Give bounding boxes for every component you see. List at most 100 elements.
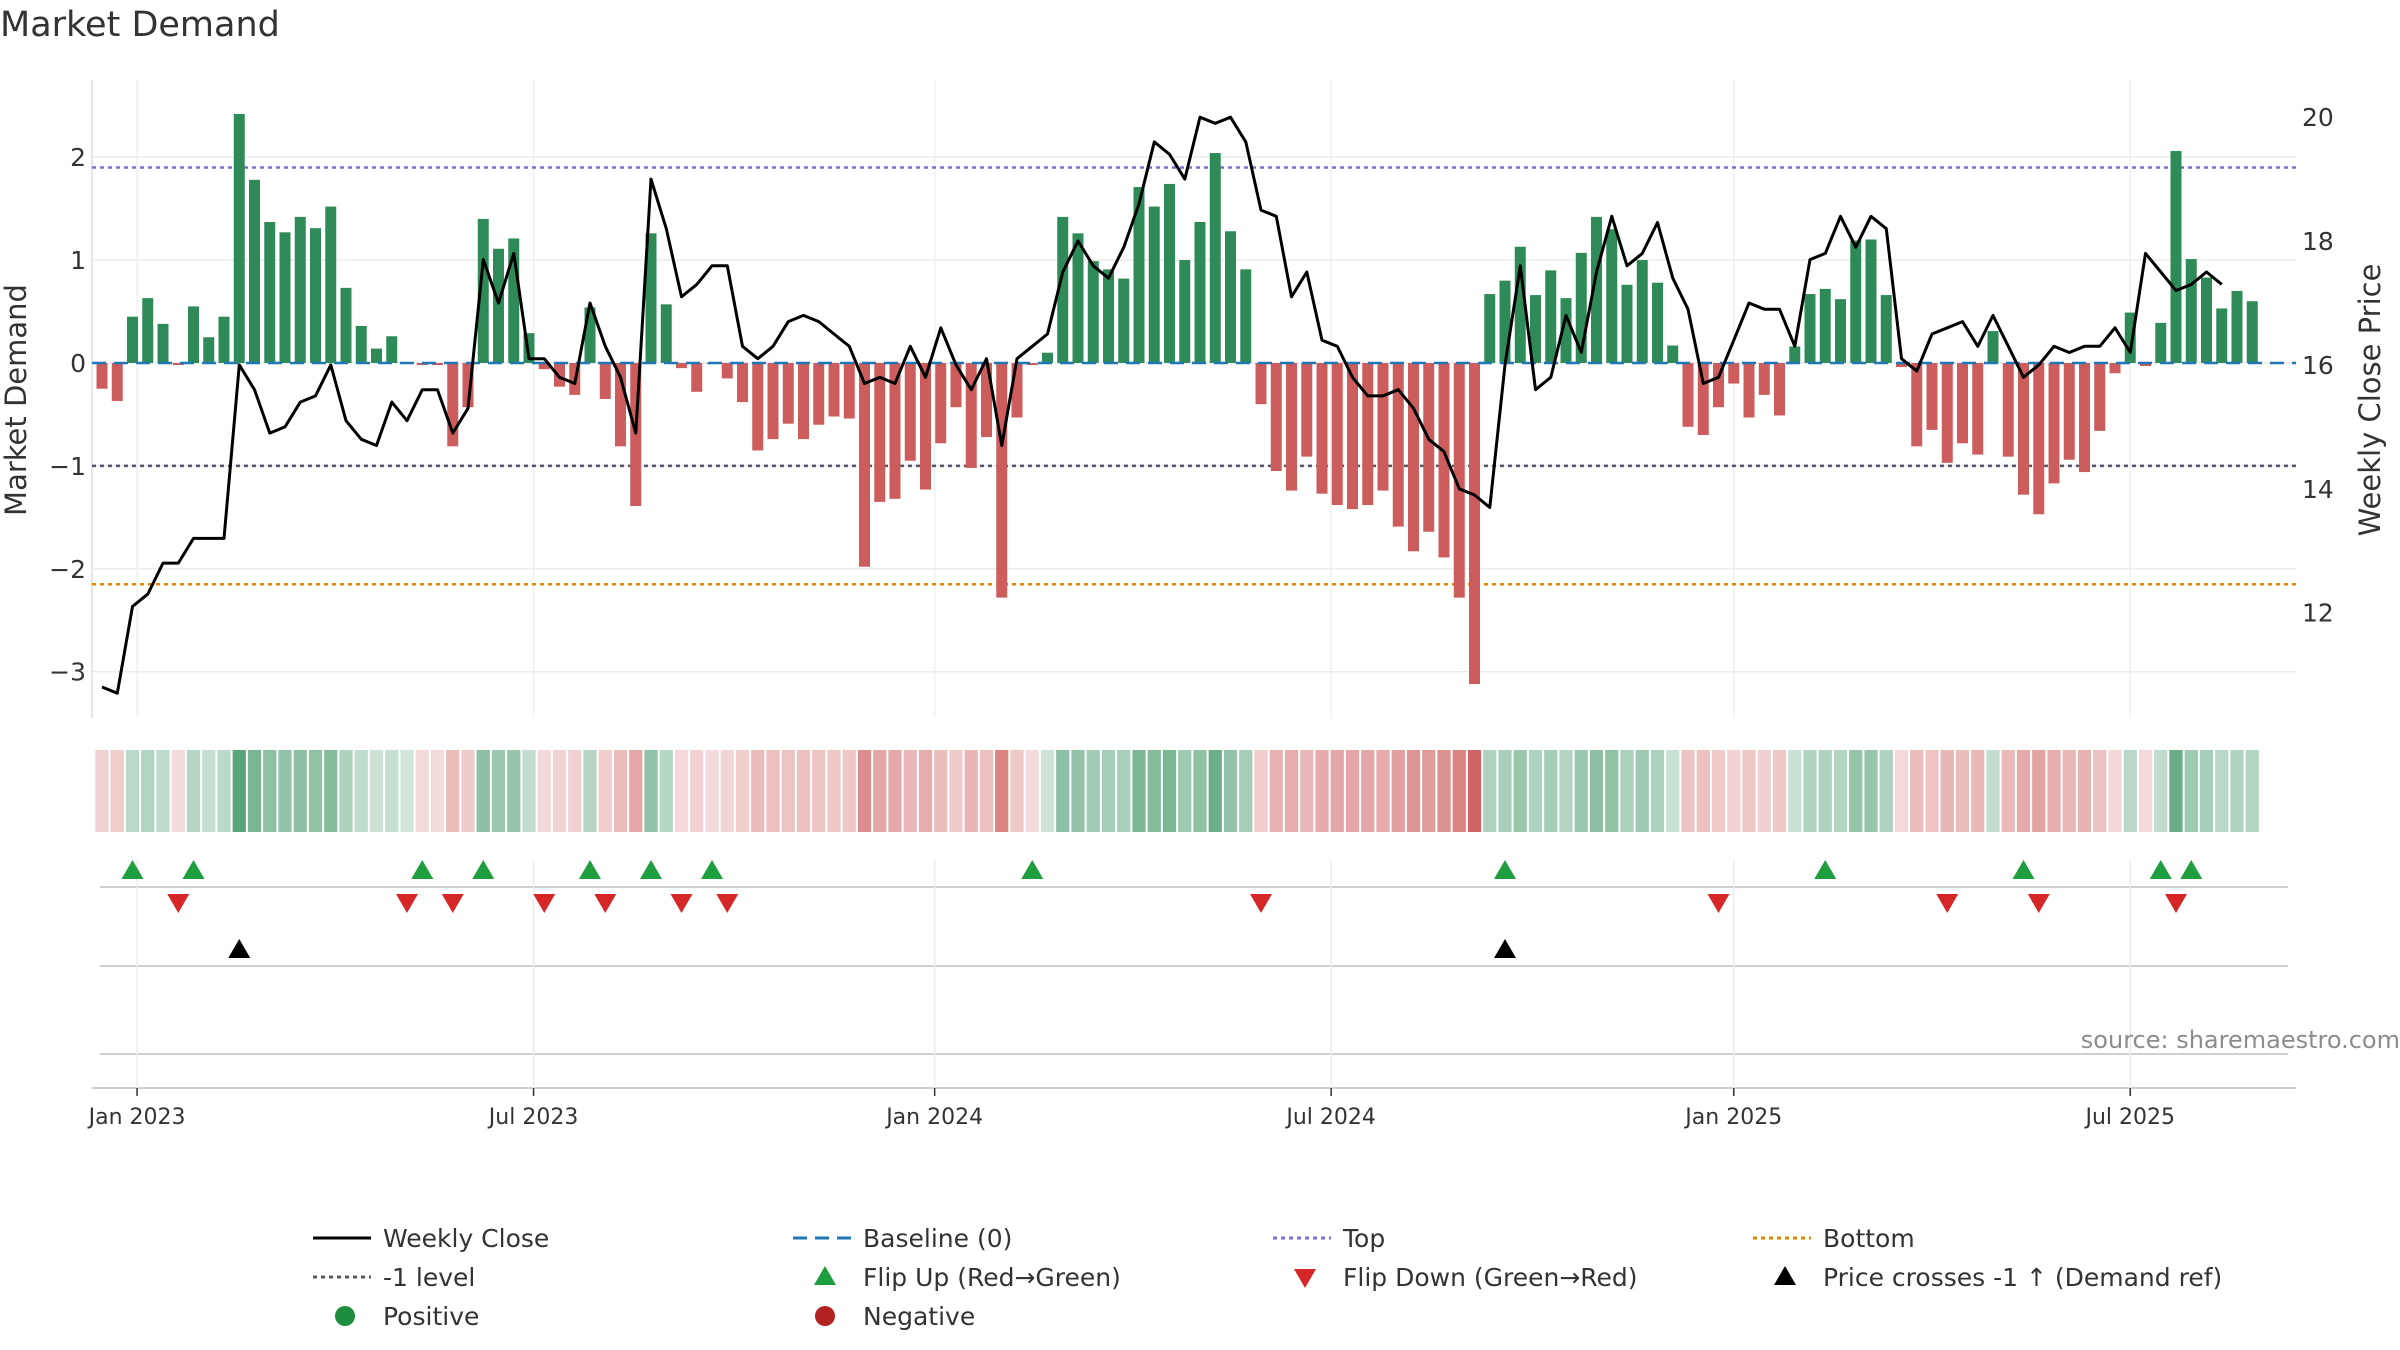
legend-label: Negative — [863, 1302, 975, 1331]
demand-bars — [92, 113, 2296, 685]
demand-bar — [1377, 362, 1389, 491]
heat-cell — [949, 750, 963, 832]
heat-cell — [1635, 750, 1649, 832]
heat-cell — [1101, 750, 1116, 832]
demand-bar — [1636, 260, 1648, 363]
flip-down-marker — [594, 894, 617, 913]
heat-cell — [1284, 750, 1299, 832]
heat-cell — [1361, 750, 1375, 832]
demand-bar — [477, 218, 489, 363]
heat-cell — [1650, 750, 1665, 832]
heat-cell — [1803, 750, 1817, 832]
legend-label: Price crosses -1 ↑ (Demand ref) — [1823, 1263, 2222, 1292]
demand-bar — [1728, 362, 1740, 384]
demand-bar — [538, 362, 550, 370]
legend-triangle-down-icon — [1294, 1269, 1316, 1288]
heat-cell — [674, 750, 689, 832]
legend-item: Top — [1273, 1224, 1385, 1253]
demand-bar — [1774, 362, 1785, 416]
heat-cell — [1071, 750, 1085, 832]
x-axis: Jan 2023 Jul 2023 Jan 2024 Jul 2024 Jan 2025… — [87, 1088, 2175, 1130]
heat-cell — [1666, 750, 1680, 832]
demand-bar — [1179, 260, 1191, 363]
heat-cell — [1849, 750, 1863, 832]
heat-cell — [552, 750, 567, 832]
heat-cell — [247, 750, 262, 832]
heat-cell — [720, 750, 734, 832]
demand-bar — [157, 323, 169, 363]
y2-tick-label: 18 — [2302, 227, 2334, 256]
demand-bar — [1240, 269, 1252, 363]
demand-bar — [432, 362, 443, 366]
demand-bar — [355, 325, 367, 363]
demand-bar — [859, 362, 870, 567]
heat-cell — [1986, 750, 2000, 832]
demand-bar — [508, 238, 520, 363]
demand-bar — [2109, 362, 2121, 374]
demand-bar — [615, 362, 626, 447]
demand-bar — [1865, 239, 1877, 363]
heat-cell — [369, 750, 384, 832]
heat-cell — [2230, 750, 2244, 832]
demand-bar — [218, 316, 230, 363]
heat-cell — [1696, 750, 1710, 832]
demand-bar — [554, 362, 565, 387]
x-tick-label: Jul 2024 — [1284, 1105, 1376, 1130]
x-tick-label: Jul 2023 — [487, 1105, 579, 1130]
demand-bar — [1941, 362, 1953, 463]
heat-cell — [156, 750, 170, 832]
demand-bar — [782, 362, 794, 424]
demand-bar — [1591, 216, 1602, 363]
heat-cell — [278, 750, 292, 832]
legend-triangle-up-icon — [814, 1266, 836, 1285]
demand-bar — [2155, 322, 2167, 363]
demand-bar — [111, 362, 123, 402]
legend-dot-icon — [335, 1306, 355, 1326]
demand-bar — [1072, 233, 1084, 363]
heat-cell — [903, 750, 917, 832]
demand-bar — [1911, 362, 1923, 447]
heat-cell — [934, 750, 948, 832]
heat-cell — [415, 750, 429, 832]
demand-bar — [2033, 362, 2045, 515]
flip-up-marker — [1494, 860, 1516, 879]
heat-cell — [537, 750, 551, 832]
y2-tick-label: 16 — [2302, 351, 2334, 380]
legend-label: Bottom — [1823, 1224, 1915, 1253]
legend-label: -1 level — [383, 1263, 475, 1292]
heat-cell — [446, 750, 460, 832]
heat-cell — [1254, 750, 1268, 832]
heat-cell — [659, 750, 673, 832]
demand-bar — [2048, 362, 2060, 484]
heat-cell — [2184, 750, 2198, 832]
heat-cell — [644, 750, 658, 832]
heat-cell — [2093, 750, 2107, 832]
flip-up-marker — [2012, 860, 2035, 879]
heat-cell — [522, 750, 536, 832]
demand-bar — [752, 362, 764, 451]
heat-cell — [842, 750, 856, 832]
heat-cell — [1910, 750, 1924, 832]
heat-cell — [1406, 750, 1421, 832]
heat-cell — [1772, 750, 1787, 832]
heat-cell — [629, 750, 643, 832]
heat-cell — [1056, 750, 1070, 832]
demand-bar — [1530, 295, 1541, 363]
heat-cell — [2138, 750, 2153, 832]
heat-cell — [1544, 750, 1558, 832]
demand-bar — [1423, 362, 1435, 532]
heat-cell — [476, 750, 490, 832]
heat-cell — [1955, 750, 1970, 832]
demand-bar — [447, 362, 459, 447]
demand-bar — [1347, 362, 1358, 510]
legend-item: Flip Down (Green→Red) — [1294, 1263, 1638, 1292]
demand-bar — [691, 362, 703, 392]
demand-bar — [325, 206, 337, 363]
cross-markers — [228, 939, 1516, 958]
demand-bar — [1789, 346, 1801, 363]
right-y-axis: 20 18 16 14 12 — [2302, 103, 2334, 628]
heat-cell — [186, 750, 201, 832]
legend-item: Baseline (0) — [793, 1224, 1012, 1253]
demand-bar — [1148, 206, 1160, 363]
heat-cell — [2245, 750, 2259, 832]
